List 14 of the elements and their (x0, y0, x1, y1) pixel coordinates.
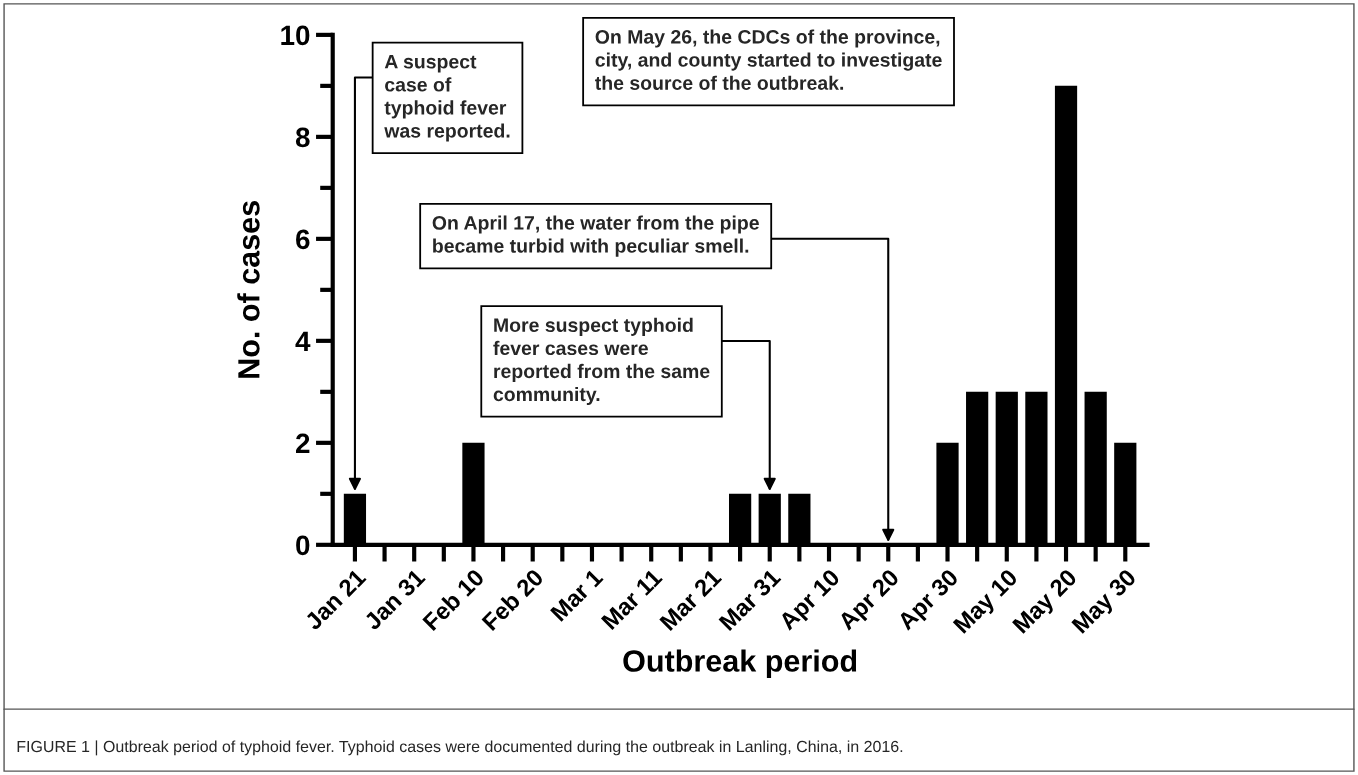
y-tick-label: 0 (296, 535, 310, 556)
y-axis-title: No. of cases (237, 201, 260, 378)
y-tick-label: 4 (295, 331, 311, 351)
x-axis-title: Outbreak period (623, 649, 857, 678)
y-tick-label: 8 (295, 127, 310, 148)
annotation: A suspect case of typhoid fever was reported. (384, 54, 510, 142)
y-tick-label: 6 (296, 229, 310, 250)
y-tick-label: 2 (296, 433, 310, 453)
annotation: More suspect typhoid fever cases were reported from the same community. (493, 317, 710, 406)
y-tick-label: 10 (281, 25, 310, 46)
x-tick-label: Jan 21 (303, 567, 367, 632)
annotation: On May 26, the CDCs of the province, city, and county started to investigate the source of the outbreak. (595, 29, 942, 90)
annotation: On April 17, the water from the pipe became turbid with peculiar smell. (432, 215, 759, 257)
caption: FIGURE 1 | Outbreak period of typhoid fever. Typhoid cases were documented during the outbreak in Lanling, China, in 2016. (17, 740, 903, 756)
